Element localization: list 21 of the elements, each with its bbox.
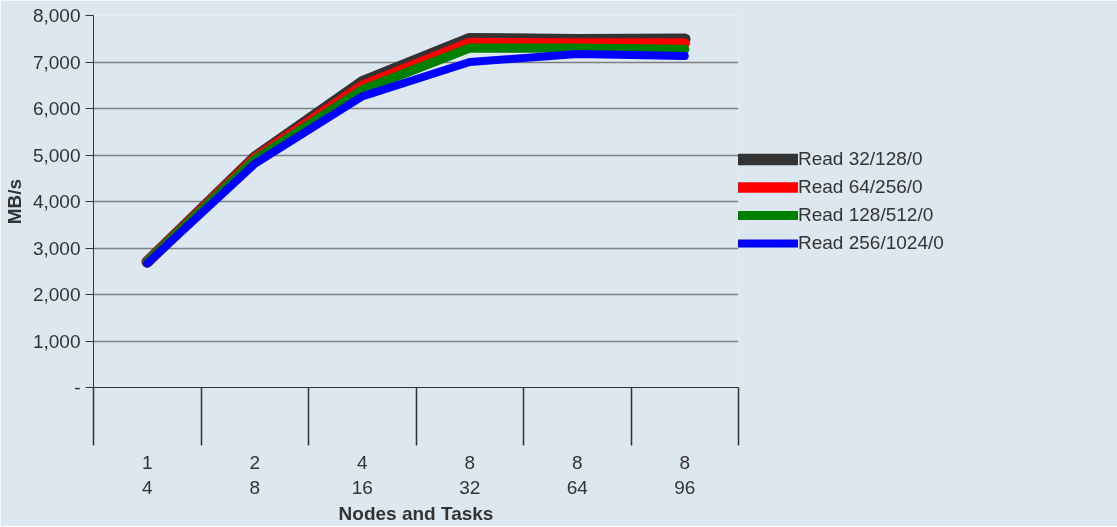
x-tick-label: 1 4	[141, 451, 153, 498]
x-tick-label: 8 64	[566, 451, 589, 498]
x-tick-label: 8 96	[674, 451, 696, 498]
y-tick-label: 7,000	[32, 51, 81, 73]
y-tick-label: 4,000	[32, 191, 81, 212]
y-tick-label: 1,000	[32, 330, 81, 352]
legend-label: Read 256/1024/0	[798, 232, 944, 254]
x-tick-label: 4 16	[351, 451, 373, 498]
y-tick-label: 6,000	[32, 98, 81, 119]
legend-label: Read 128/512/0	[798, 204, 934, 226]
x-axis-title: Nodes and Tasks	[338, 502, 494, 524]
x-tick-label: 8 32	[459, 451, 481, 498]
legend-label: Read 32/128/0	[798, 148, 923, 170]
legend-label: Read 64/256/0	[798, 176, 923, 198]
y-tick-label: 3,000	[32, 237, 81, 259]
y-tick-label: 8,000	[32, 5, 81, 26]
x-tick-label: 2 8	[249, 451, 261, 498]
y-tick-label: 5,000	[32, 144, 81, 166]
y-axis-title: MB/s	[3, 178, 25, 225]
y-tick-label: 2,000	[32, 284, 81, 305]
y-tick-label: -	[74, 377, 81, 398]
